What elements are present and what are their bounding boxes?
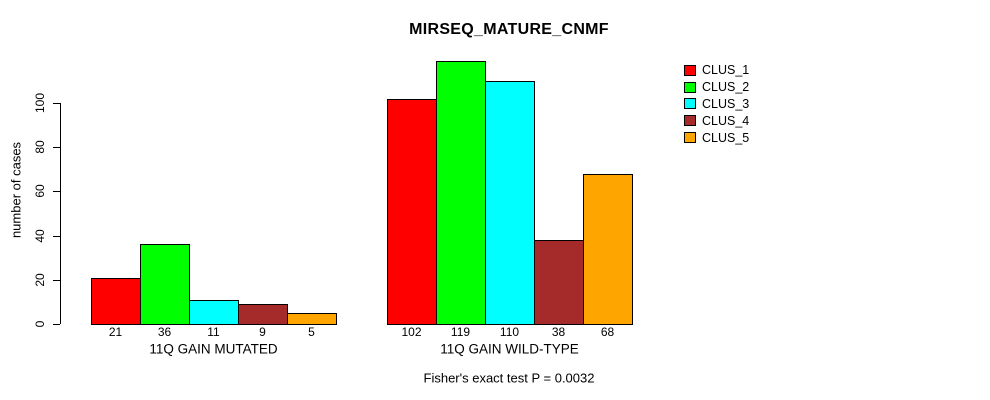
y-tick-label: 20 [33, 273, 47, 287]
legend-item: CLUS_1 [684, 62, 749, 79]
y-axis-label: number of cases [8, 141, 24, 239]
bar-value-label: 9 [259, 325, 266, 339]
bar-clus_3 [189, 299, 239, 325]
y-axis-line [60, 103, 61, 324]
y-tick-label: 40 [33, 228, 47, 243]
bar-clus_4 [238, 304, 288, 325]
legend-swatch-clus_2 [684, 81, 696, 93]
bar-clus_1 [91, 277, 141, 325]
bar-clus_2 [436, 61, 486, 325]
legend-label: CLUS_3 [702, 96, 750, 111]
bar-value-label: 36 [157, 325, 172, 339]
y-tick-mark [53, 191, 60, 193]
bar-value-label: 110 [499, 325, 520, 339]
legend-swatch-clus_1 [684, 64, 696, 76]
fisher-test-annotation: Fisher's exact test P = 0.0032 [423, 370, 595, 386]
bar-clus_5 [287, 312, 337, 325]
legend-item: CLUS_2 [684, 79, 749, 96]
bar-clus_5 [583, 173, 633, 325]
legend-label: CLUS_5 [702, 130, 750, 145]
legend: CLUS_1 CLUS_2 CLUS_3 CLUS_4 CLUS_5 [684, 62, 749, 146]
bar-value-label: 21 [108, 325, 123, 339]
y-tick-mark [53, 279, 60, 281]
group-label: 11Q GAIN MUTATED [149, 341, 278, 357]
group-label: 11Q GAIN WILD-TYPE [440, 341, 579, 357]
legend-label: CLUS_2 [702, 80, 750, 95]
y-tick-mark [53, 147, 60, 149]
y-tick-mark [53, 235, 60, 237]
bar-value-label: 5 [308, 325, 315, 339]
bar-value-label: 38 [551, 325, 566, 339]
bar-value-label: 11 [207, 325, 220, 339]
chart-title: MIRSEQ_MATURE_CNMF [409, 21, 609, 38]
bar-clus_4 [534, 240, 584, 325]
legend-swatch-clus_4 [684, 115, 696, 127]
y-tick-label: 60 [33, 184, 47, 199]
legend-item: CLUS_5 [684, 129, 749, 146]
bar-clus_1 [387, 98, 437, 325]
bar-value-label: 119 [450, 325, 471, 339]
legend-item: CLUS_4 [684, 112, 749, 129]
legend-item: CLUS_3 [684, 96, 749, 113]
bar-clus_3 [485, 80, 535, 325]
legend-label: CLUS_4 [702, 113, 750, 128]
y-tick-label: 100 [33, 92, 47, 114]
bar-value-label: 68 [600, 325, 615, 339]
legend-swatch-clus_5 [684, 132, 696, 144]
y-tick-mark [53, 324, 60, 325]
y-tick-label: 0 [33, 320, 47, 328]
legend-swatch-clus_3 [684, 98, 696, 110]
y-tick-mark [53, 103, 60, 104]
legend-label: CLUS_1 [702, 63, 750, 78]
bar-clus_2 [140, 244, 190, 325]
bar-value-label: 102 [401, 325, 422, 339]
y-tick-label: 80 [33, 140, 47, 154]
